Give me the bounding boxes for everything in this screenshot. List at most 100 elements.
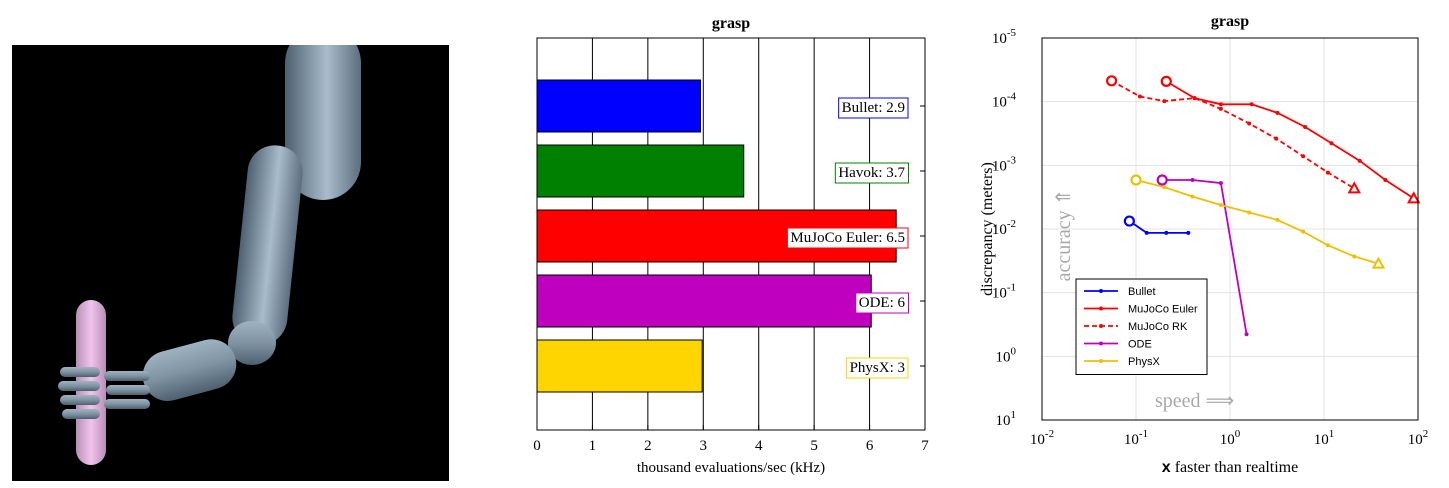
- series-start-marker: [1160, 75, 1172, 87]
- legend-label: MuJoCo Euler: [1128, 304, 1198, 316]
- legend-label: MuJoCo RK: [1128, 321, 1188, 333]
- series-point: [1218, 102, 1223, 107]
- y-tick-label: 10-5: [992, 27, 1017, 47]
- x-tick-label: 1: [589, 438, 597, 454]
- bar: [536, 79, 702, 133]
- legend-marker: [1099, 306, 1103, 311]
- series-point: [1186, 230, 1191, 235]
- bar-value-label: Havok: 3.7: [838, 165, 905, 181]
- wrist-joint: [228, 321, 276, 365]
- plot-frame: [536, 37, 926, 431]
- series-point: [1137, 94, 1142, 99]
- series-point: [1357, 158, 1362, 163]
- series-point: [1301, 154, 1306, 159]
- y-tick-label: 100: [996, 345, 1017, 365]
- x-tick-label: 7: [921, 438, 929, 454]
- bar-value-label: MuJoCo Euler: 6.5: [790, 230, 905, 246]
- series-start-marker: [1123, 215, 1135, 227]
- series-line: [1135, 179, 1379, 265]
- x-tick-label: 4: [755, 438, 763, 454]
- series-point: [1325, 243, 1330, 248]
- bar-chart: grasp 0 1 2 3 4 5 6 7 Bullet: 2.9 Havok: 3.7 MuJoCo…: [533, 15, 929, 476]
- series-start-marker: [1130, 174, 1142, 186]
- bar: [536, 339, 703, 393]
- series-point: [1274, 136, 1279, 141]
- legend-marker: [1099, 289, 1103, 293]
- series-point: [1275, 217, 1280, 222]
- x-tick-label: 6: [866, 438, 874, 454]
- series-point: [1144, 230, 1149, 235]
- legend-box: [1075, 278, 1208, 375]
- x-tick-label: 3: [700, 438, 708, 454]
- bar-value-label: PhysX: 3: [850, 360, 905, 376]
- bar-label-box: [855, 292, 909, 314]
- bar-value-label: ODE: 6: [859, 295, 906, 311]
- series-point: [1218, 203, 1223, 208]
- series-line: [1162, 179, 1248, 335]
- y-tick-label: 10-1: [992, 282, 1016, 302]
- legend-marker: [1099, 359, 1103, 363]
- chart-title: grasp: [1211, 13, 1249, 30]
- x-tick-label: 10-2: [1030, 428, 1054, 448]
- series-point: [1303, 125, 1308, 130]
- bar: [536, 274, 872, 328]
- series-point: [1190, 194, 1195, 199]
- speed-annotation: speed ⟹: [1155, 390, 1234, 412]
- series-end-marker: [1347, 181, 1361, 194]
- series-point: [1301, 229, 1306, 234]
- accuracy-annotation: accuracy ⇑: [1053, 189, 1075, 282]
- y-tick-label: 10-4: [992, 91, 1017, 111]
- x-tick-label: 5: [810, 438, 818, 454]
- plot-frame: [1041, 37, 1419, 421]
- series-end-marker: [1371, 256, 1386, 269]
- x-tick-label: 101: [1314, 428, 1335, 448]
- chart-title: grasp: [712, 15, 750, 32]
- line-chart: grasp 10-2 10-1 100 101 102 10-5 10-4 10-3 10-2 10…: [979, 13, 1429, 476]
- legend-label: Bullet: [1128, 286, 1156, 298]
- legend-label: PhysX: [1128, 356, 1160, 368]
- forearm-segment: [232, 145, 303, 345]
- series-point: [1190, 178, 1195, 183]
- series-point: [1162, 185, 1167, 190]
- legend-label: ODE: [1128, 339, 1152, 351]
- legend-marker: [1099, 324, 1103, 328]
- series-start-marker: [1156, 174, 1168, 186]
- series-end-marker: [1406, 191, 1421, 204]
- series-point: [1247, 121, 1252, 126]
- series-point: [1329, 141, 1334, 146]
- series-point: [1325, 170, 1330, 175]
- series-line: [1165, 80, 1415, 200]
- series-point: [1218, 106, 1223, 111]
- series-point: [1352, 254, 1357, 259]
- y-axis-label: discrepancy (meters): [979, 162, 996, 296]
- bar-label-box: [838, 97, 909, 119]
- gripper-fingers: [58, 367, 150, 419]
- x-tick-label: 2: [644, 438, 652, 454]
- bar-label-box: [846, 357, 909, 379]
- y-tick-label: 101: [996, 409, 1017, 429]
- series-point: [1275, 110, 1280, 115]
- series-start-marker: [1105, 75, 1118, 87]
- series-point: [1249, 102, 1254, 107]
- y-tick-label: 10-3: [992, 154, 1017, 174]
- series-line: [1111, 80, 1355, 190]
- bar-label-box: [786, 227, 909, 249]
- series-point: [1218, 181, 1223, 186]
- x-tick-label: 0: [533, 438, 541, 454]
- bar-label-box: [834, 162, 909, 184]
- series-point: [1192, 96, 1197, 101]
- x-axis-label: thousand evaluations/sec (kHz): [637, 460, 825, 476]
- hand-segment: [142, 339, 237, 401]
- series-point: [1247, 210, 1252, 215]
- x-axis-label: x faster than realtime: [1162, 459, 1298, 476]
- x-tick-label: 102: [1408, 428, 1429, 448]
- robot-arm-render: [12, 45, 449, 481]
- series-point: [1164, 230, 1169, 235]
- series-line: [1128, 220, 1189, 234]
- series-point: [1244, 332, 1249, 337]
- y-tick-label: 10-2: [992, 218, 1016, 238]
- x-tick-label: 10-1: [1124, 428, 1148, 448]
- x-tick-label: 100: [1220, 428, 1241, 448]
- legend-marker: [1099, 341, 1103, 346]
- series-point: [1162, 99, 1167, 104]
